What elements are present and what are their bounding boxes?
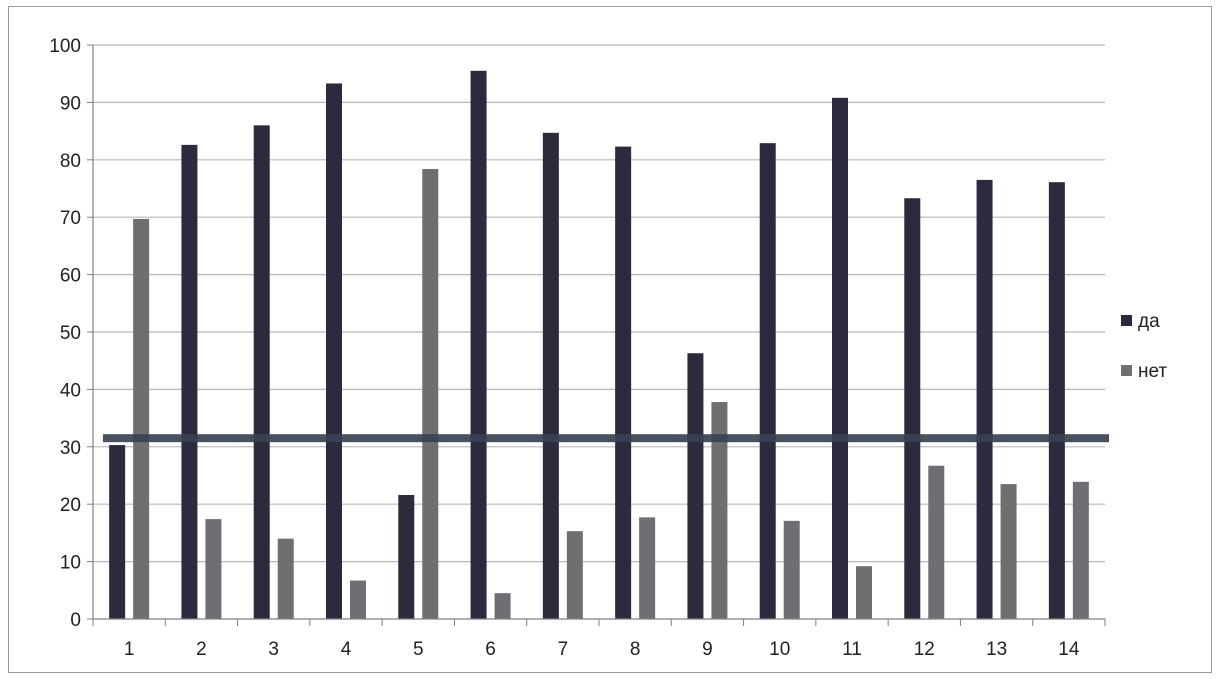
- bar-da-11: [832, 97, 848, 620]
- x-tick-label: 8: [630, 639, 641, 660]
- bar-net-4: [350, 580, 366, 619]
- bar-da-5: [398, 495, 415, 619]
- y-tick-label: 0: [70, 610, 81, 631]
- bar-net-14: [1072, 481, 1089, 619]
- legend-swatch-net: [1121, 365, 1132, 376]
- x-tick-label: 5: [413, 639, 424, 660]
- y-tick-label: 10: [60, 553, 81, 574]
- bar-da-14: [1048, 182, 1065, 619]
- bar-da-6: [470, 70, 487, 619]
- x-tick-label: 10: [769, 639, 790, 660]
- y-tick-label: 100: [49, 36, 81, 57]
- bar-da-2: [181, 144, 198, 619]
- bar-da-1: [109, 445, 126, 619]
- legend-label-da: да: [1138, 311, 1160, 332]
- x-tick-label: 9: [702, 639, 713, 660]
- y-tick-label: 80: [60, 151, 81, 172]
- reference-line: [103, 434, 1109, 443]
- reference-line-layer: [103, 434, 1109, 443]
- bar-da-10: [759, 143, 776, 620]
- x-tick-label: 1: [124, 639, 135, 660]
- bar-net-5: [422, 168, 439, 619]
- y-tick-label: 20: [60, 495, 81, 516]
- bar-net-10: [783, 520, 800, 619]
- bar-net-6: [494, 593, 511, 619]
- bar-net-7: [566, 531, 583, 619]
- bar-net-1: [133, 218, 150, 619]
- bar-da-3: [253, 125, 270, 620]
- x-tick-label: 12: [914, 639, 935, 660]
- bar-net-11: [856, 566, 872, 619]
- bar-da-12: [904, 198, 921, 619]
- bar-net-13: [1000, 484, 1017, 619]
- x-tick-label: 11: [842, 639, 862, 660]
- x-tick-label: 13: [986, 639, 1007, 660]
- chart-frame: 0 10 20 30 40 50 60 70 80 90 100 1 2 3 4 5 6 7 8 9 10 11 12 13 1…: [8, 6, 1212, 673]
- y-tick-label: 40: [60, 380, 81, 401]
- bar-da-4: [326, 83, 342, 619]
- bars: [109, 70, 1089, 620]
- gridlines: [93, 44, 1105, 563]
- bar-da-8: [615, 146, 632, 619]
- x-tick-label: 4: [341, 639, 352, 660]
- x-tick-label: 7: [558, 639, 569, 660]
- bar-net-8: [639, 517, 656, 619]
- y-tick-label: 60: [60, 266, 81, 287]
- bar-da-9: [687, 353, 704, 619]
- bar-net-3: [277, 538, 294, 619]
- legend-label-net: нет: [1138, 361, 1167, 382]
- x-tick-label: 2: [196, 639, 207, 660]
- x-tick-label: 14: [1058, 639, 1080, 660]
- y-tick-label: 30: [60, 438, 81, 459]
- y-tick-label: 90: [60, 93, 81, 114]
- x-tick-label: 6: [485, 639, 496, 660]
- y-tick-label: 70: [60, 208, 81, 229]
- bar-net-12: [928, 465, 945, 619]
- legend-swatch-da: [1121, 315, 1132, 326]
- bar-net-9: [711, 402, 728, 619]
- bar-net-2: [205, 519, 222, 619]
- bar-da-7: [542, 132, 559, 619]
- bar-da-13: [976, 179, 993, 619]
- legend: да нет: [1121, 311, 1167, 382]
- x-tick-label: 3: [268, 639, 279, 660]
- y-tick-label: 50: [60, 323, 81, 344]
